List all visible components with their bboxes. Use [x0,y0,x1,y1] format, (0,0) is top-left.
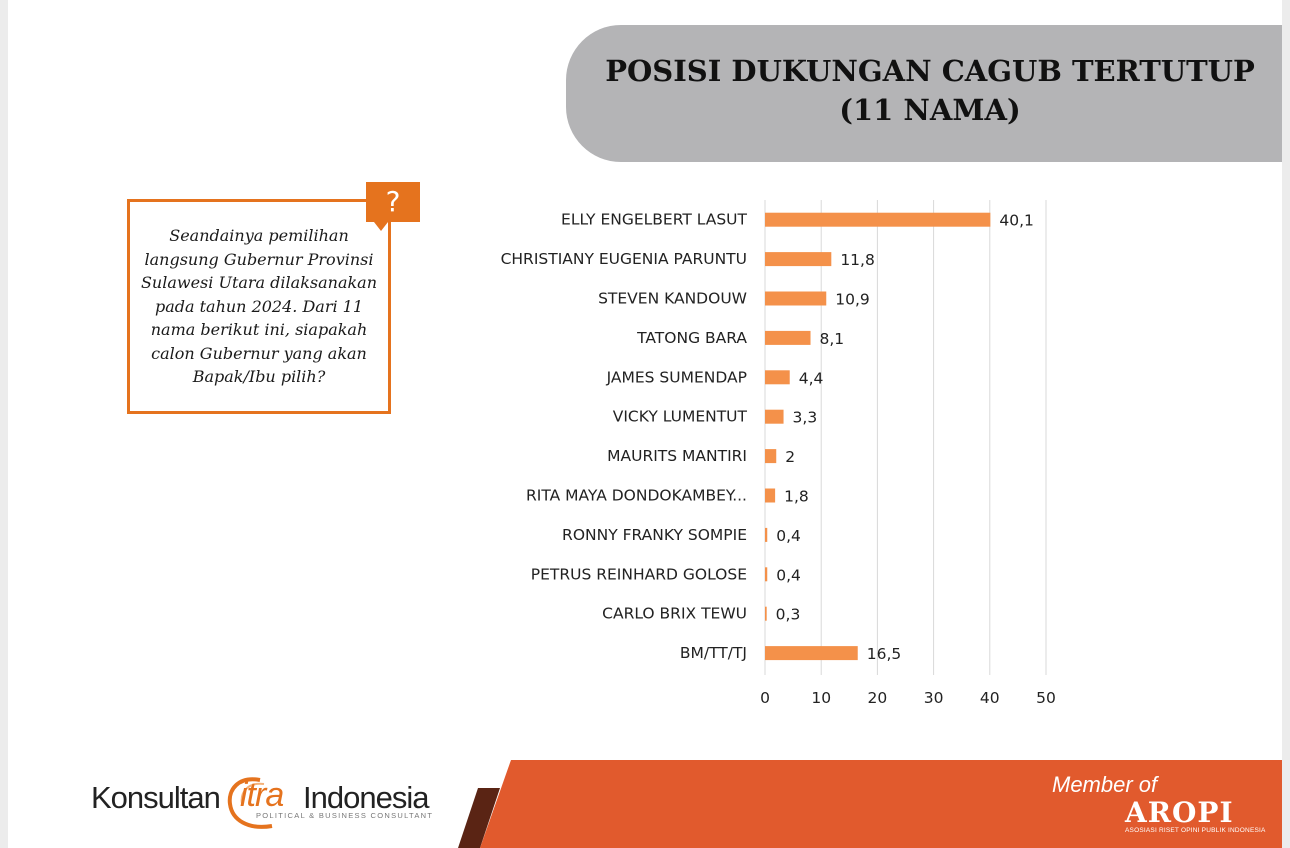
tick-label: 50 [1036,689,1056,707]
data-label: 2 [785,448,795,466]
logo-citra-text: itra [240,776,284,814]
bar [765,252,832,267]
category-label: TATONG BARA [636,329,747,347]
footer-band [458,760,1282,848]
bar [765,370,790,385]
category-label: ELLY ENGELBERT LASUT [561,211,747,229]
data-label: 0,4 [776,566,801,584]
category-label: RITA MAYA DONDOKAMBEY... [526,487,747,505]
data-label: 16,5 [867,645,902,663]
bar [765,488,776,503]
logo-indonesia-text: Indonesia [303,780,429,815]
tick-label: 0 [760,689,770,707]
tick-label: 20 [868,689,888,707]
title-line-1: POSISI DUKUNGAN CAGUB TERTUTUP [605,54,1255,88]
category-label: CARLO BRIX TEWU [602,605,747,623]
bar [765,567,768,582]
bar [765,409,784,424]
slide: POSISI DUKUNGAN CAGUB TERTUTUP (11 NAMA)… [8,0,1282,848]
question-mark-icon: ? [366,182,420,231]
logo-konsultan-text: Konsultan [91,780,221,815]
category-label: STEVEN KANDOUW [598,290,747,308]
bar [765,646,858,661]
question-box: Seandainya pemilihan langsung Gubernur P… [127,199,391,414]
data-label: 1,8 [784,488,809,506]
category-label: MAURITS MANTIRI [607,447,747,465]
tick-label: 10 [811,689,831,707]
bar [765,527,768,542]
bar [765,291,827,306]
category-label: VICKY LUMENTUT [613,408,748,426]
page-title: POSISI DUKUNGAN CAGUB TERTUTUP (11 NAMA) [566,52,1282,130]
bar [765,606,767,621]
data-label: 3,3 [793,409,818,427]
data-label: 40,1 [999,212,1034,230]
footer-dark-stripe [458,788,500,848]
data-label: 10,9 [835,291,870,309]
category-label: PETRUS REINHARD GOLOSE [531,565,747,583]
tick-label: 30 [924,689,944,707]
data-label: 0,4 [776,527,801,545]
aropi-logo-text: AROPI [1125,796,1234,829]
title-line-2: (11 NAMA) [839,93,1021,127]
aropi-tagline: ASOSIASI RISET OPINI PUBLIK INDONESIA [1125,827,1266,834]
data-label: 4,4 [799,369,824,387]
bar [765,330,811,345]
footer-orange-band [480,760,1282,848]
data-label: 11,8 [840,251,875,269]
category-label: CHRISTIANY EUGENIA PARUNTU [501,250,747,268]
logo-tagline: POLITICAL & BUSINESS CONSULTANT [256,811,434,820]
bar [765,449,777,464]
member-of-text: Member of [1052,772,1158,797]
category-label: RONNY FRANKY SOMPIE [562,526,747,544]
title-banner [566,25,1282,162]
tick-label: 40 [980,689,1000,707]
category-label: JAMES SUMENDAP [606,368,747,386]
data-label: 8,1 [820,330,845,348]
category-label: BM/TT/TJ [680,644,747,662]
bar [765,212,991,227]
question-text: Seandainya pemilihan langsung Gubernur P… [140,226,378,387]
citra-logo-swirl-icon [227,777,273,829]
data-label: 0,3 [776,606,801,624]
bar-chart: 0 10 20 30 40 50 ELLY ENGELBERT LASUT 40,1 CHRIS… [501,200,1056,707]
